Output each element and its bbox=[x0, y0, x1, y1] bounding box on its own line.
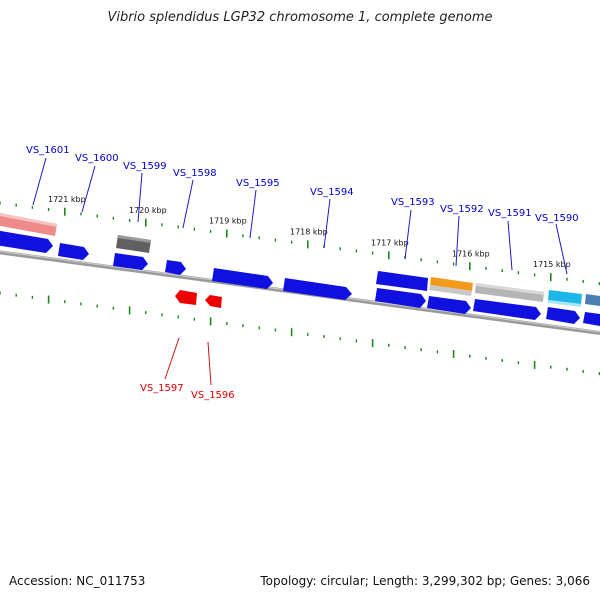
gene-label-vs-1593[interactable]: VS_1593 bbox=[391, 197, 435, 208]
gene-arrow-reverse bbox=[205, 295, 222, 308]
lower-scale-ticks bbox=[0, 291, 600, 376]
reverse-label-leaders bbox=[164, 337, 212, 386]
scale-label: 1718 kbp bbox=[290, 228, 328, 237]
gene-arrow-reverse bbox=[175, 290, 197, 305]
forward-label-leaders bbox=[32, 157, 568, 275]
scale-label: 1719 kbp bbox=[209, 217, 247, 226]
scale-labels: 1721 kbp 1720 kbp 1719 kbp 1718 kbp 1717 kbp… bbox=[48, 195, 571, 269]
feature-track-top bbox=[0, 212, 600, 307]
forward-genes bbox=[0, 230, 600, 326]
scale-label: 1715 kbp bbox=[533, 260, 571, 269]
feature-orange bbox=[430, 277, 473, 291]
feature-steelblue bbox=[585, 294, 600, 306]
gene-arrow bbox=[58, 243, 89, 260]
reverse-genes bbox=[175, 290, 222, 308]
scale-label: 1716 kbp bbox=[452, 249, 490, 258]
gene-arrow bbox=[583, 312, 600, 326]
scale-label: 1717 kbp bbox=[371, 238, 409, 247]
gene-arrow bbox=[165, 260, 186, 275]
gene-label-vs-1598[interactable]: VS_1598 bbox=[173, 168, 217, 179]
gene-label-vs-1592[interactable]: VS_1592 bbox=[440, 204, 484, 215]
forward-gene-labels: VS_1601 VS_1600 VS_1599 VS_1598 VS_1595 … bbox=[26, 145, 579, 224]
scale-label: 1720 kbp bbox=[129, 206, 167, 215]
gene-label-vs-1599[interactable]: VS_1599 bbox=[123, 161, 167, 172]
gene-label-vs-1596[interactable]: VS_1596 bbox=[191, 390, 235, 401]
gene-arrow bbox=[427, 296, 471, 314]
genome-summary-text: Topology: circular; Length: 3,299,302 bp… bbox=[260, 574, 590, 588]
gene-arrow bbox=[473, 299, 541, 320]
gene-label-vs-1597[interactable]: VS_1597 bbox=[140, 383, 184, 394]
reverse-gene-labels: VS_1597 VS_1596 bbox=[140, 383, 235, 401]
gene-label-vs-1600[interactable]: VS_1600 bbox=[75, 153, 119, 164]
gene-arrow bbox=[546, 307, 580, 324]
gene-arrow bbox=[212, 268, 273, 289]
gene-label-vs-1601[interactable]: VS_1601 bbox=[26, 145, 70, 156]
gene-arrow bbox=[113, 253, 148, 270]
accession-text: Accession: NC_011753 bbox=[9, 574, 146, 588]
gene-label-vs-1591[interactable]: VS_1591 bbox=[488, 208, 532, 219]
gene-label-vs-1595[interactable]: VS_1595 bbox=[236, 178, 280, 189]
gene-label-vs-1594[interactable]: VS_1594 bbox=[310, 187, 354, 198]
gene-arrow bbox=[0, 230, 53, 253]
gene-arrow bbox=[376, 271, 428, 291]
map-title: Vibrio splendidus LGP32 chromosome 1, co… bbox=[107, 10, 493, 25]
gene-label-vs-1590[interactable]: VS_1590 bbox=[535, 213, 579, 224]
scale-label: 1721 kbp bbox=[48, 195, 86, 204]
gene-arrow bbox=[375, 288, 426, 308]
gene-arrow bbox=[283, 278, 352, 300]
feature-cyan bbox=[548, 290, 582, 304]
upper-scale-ticks bbox=[0, 201, 600, 286]
